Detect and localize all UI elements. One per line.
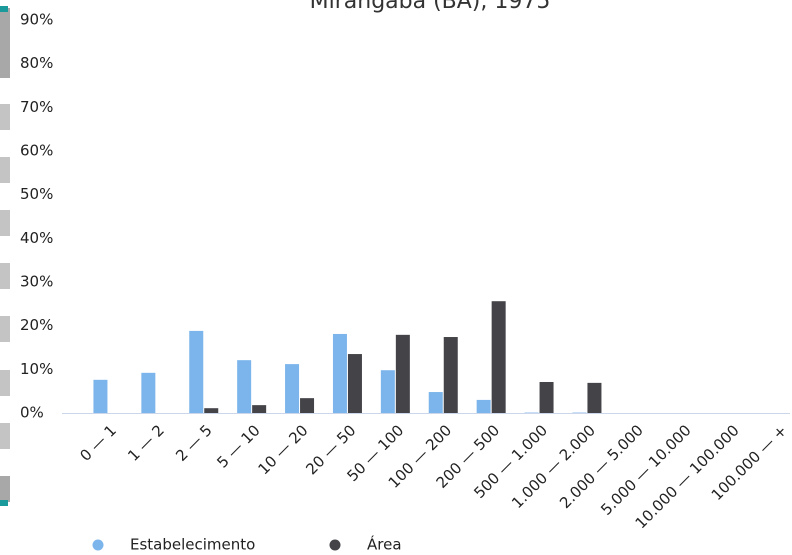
- y-tick-label: 40%: [20, 229, 53, 247]
- sidebar-block: [0, 316, 10, 342]
- legend-label: Estabelecimento: [130, 536, 255, 554]
- bar: [332, 333, 347, 413]
- sidebar-block: [0, 8, 10, 78]
- y-tick-label: 90%: [20, 11, 53, 29]
- y-tick-label: 0%: [20, 404, 44, 422]
- y-tick-label: 10%: [20, 360, 53, 378]
- bar: [347, 354, 362, 413]
- x-tick-label: 0 — 1: [76, 421, 120, 465]
- legend-label: Área: [367, 535, 402, 554]
- legend-marker: [92, 539, 104, 551]
- bar: [443, 337, 458, 413]
- bar: [141, 372, 156, 413]
- x-tick-label: 1 — 2: [124, 421, 168, 465]
- bar: [189, 330, 204, 413]
- sidebar-tip: [0, 6, 8, 12]
- bar: [93, 379, 108, 413]
- x-tick-label: 2.000 — 5.000: [556, 421, 647, 512]
- sidebar-tip: [0, 500, 8, 506]
- y-tick-label: 80%: [20, 54, 53, 72]
- bar: [237, 360, 252, 413]
- y-tick-label: 50%: [20, 185, 53, 203]
- sidebar-block: [0, 263, 10, 289]
- bar: [395, 334, 410, 413]
- bar: [587, 382, 602, 413]
- x-tick-label: 10 — 20: [254, 421, 311, 478]
- bar: [476, 399, 491, 413]
- bar: [428, 392, 443, 413]
- bar: [252, 405, 267, 413]
- x-tick-label: 2 — 5: [172, 421, 216, 465]
- y-tick-label: 70%: [20, 98, 53, 116]
- sidebar-block: [0, 104, 10, 130]
- y-tick-label: 60%: [20, 142, 53, 160]
- sidebar-block: [0, 370, 10, 396]
- sidebar-block: [0, 157, 10, 183]
- chart-title: Mirangaba (BA), 1975: [310, 0, 551, 14]
- bar: [491, 301, 506, 413]
- sidebar-block: [0, 476, 10, 502]
- sidebar-block: [0, 423, 10, 449]
- bar: [380, 370, 395, 413]
- sidebar: [0, 6, 10, 506]
- x-tick-label: 1.000 — 2.000: [508, 421, 599, 512]
- bar: [285, 364, 300, 413]
- sidebar-block: [0, 210, 10, 236]
- y-tick-label: 30%: [20, 273, 53, 291]
- bar: [539, 381, 554, 413]
- bar: [300, 398, 315, 413]
- y-tick-label: 20%: [20, 316, 53, 334]
- legend-marker: [329, 539, 341, 551]
- bar: [204, 408, 219, 413]
